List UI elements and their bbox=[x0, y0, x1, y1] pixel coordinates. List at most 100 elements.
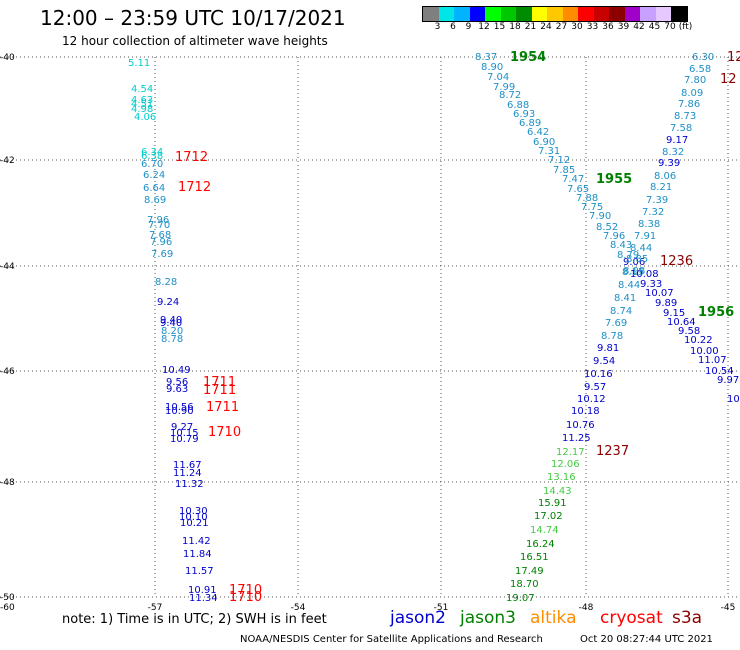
color-swatch bbox=[423, 7, 439, 21]
swh-value: 17.49 bbox=[515, 566, 544, 577]
lat-tick-label: -46 bbox=[0, 367, 15, 377]
swh-value: 10.30 bbox=[179, 506, 208, 517]
units-note: note: 1) Time is in UTC; 2) SWH is in fe… bbox=[62, 612, 327, 627]
swh-value: 6.42 bbox=[527, 127, 549, 138]
color-legend-label: 12 bbox=[478, 22, 490, 32]
swh-value: 7.32 bbox=[642, 207, 664, 218]
swh-value: 6.93 bbox=[513, 109, 535, 120]
color-legend-label: 3 bbox=[434, 22, 441, 32]
color-legend-label: 21 bbox=[524, 22, 537, 32]
wave-height-values: 5.11 4.544.634.514.984.06 6.346.386.706.24… bbox=[128, 52, 740, 604]
swh-value: 9.39 bbox=[658, 158, 680, 169]
swh-value: 7.91 bbox=[634, 231, 656, 242]
swh-value: 12.17 bbox=[556, 447, 585, 458]
swh-value: 9.27 bbox=[171, 422, 193, 433]
swh-value: 10.12 bbox=[577, 394, 606, 405]
credit-text: NOAA/NESDIS Center for Satellite Applica… bbox=[240, 634, 543, 645]
swh-value: 10. bbox=[727, 394, 740, 405]
swh-value: 10.07 bbox=[645, 288, 674, 299]
swh-value: 8.38 bbox=[638, 219, 660, 230]
swh-value: 11.34 bbox=[189, 593, 218, 604]
track-pass-label: 1712 bbox=[178, 180, 211, 195]
lat-tick-label: -42 bbox=[0, 156, 15, 166]
swh-value: 7.39 bbox=[646, 195, 668, 206]
swh-value: 4.06 bbox=[134, 112, 156, 123]
color-legend bbox=[422, 6, 688, 22]
swh-value: 6.89 bbox=[519, 118, 541, 129]
track-pass-label: 1955 bbox=[596, 172, 632, 187]
legend-s3a: s3a bbox=[672, 608, 703, 628]
swh-value: 10.56 bbox=[165, 402, 194, 413]
swh-value: 9.24 bbox=[157, 297, 179, 308]
swh-value: 10.15 bbox=[170, 428, 199, 439]
swh-value: 8.09 bbox=[681, 88, 703, 99]
swh-value: 8.32 bbox=[662, 147, 684, 158]
swh-value: 7.68 bbox=[149, 230, 171, 241]
color-legend-label: 36 bbox=[602, 22, 614, 32]
map-subtitle: 12 hour collection of altimeter wave hei… bbox=[62, 34, 328, 48]
color-swatch bbox=[531, 7, 547, 21]
color-swatch bbox=[609, 7, 625, 21]
swh-value: 10.08 bbox=[630, 269, 659, 280]
swh-value: 8.74 bbox=[610, 306, 632, 317]
lon-tick-label: -54 bbox=[291, 603, 306, 613]
swh-value: 8.69 bbox=[144, 195, 166, 206]
swh-value: 8.79 bbox=[617, 250, 639, 261]
swh-value: 7.04 bbox=[487, 72, 509, 83]
color-swatch bbox=[469, 7, 485, 21]
swh-value: 8.78 bbox=[601, 331, 623, 342]
swh-value: 7.96 bbox=[150, 237, 172, 248]
swh-value: 17.02 bbox=[534, 511, 563, 522]
color-swatch bbox=[655, 7, 671, 21]
color-legend-label: 39 bbox=[617, 22, 630, 32]
track-pass-label: 1711 bbox=[203, 383, 236, 398]
color-legend-label: 30 bbox=[571, 22, 583, 32]
swh-value: 9.97 bbox=[717, 375, 739, 386]
track-pass-label: 1236 bbox=[660, 254, 693, 269]
swh-value: 9.63 bbox=[166, 384, 188, 395]
swh-value: 7.47 bbox=[562, 174, 584, 185]
swh-value: 11.07 bbox=[698, 355, 727, 366]
lon-tick-label: -51 bbox=[434, 603, 449, 613]
swh-value: 7.99 bbox=[493, 82, 515, 93]
lat-tick-label: -48 bbox=[0, 478, 15, 488]
swh-value: 10.10 bbox=[179, 512, 208, 523]
swh-value: 10.79 bbox=[170, 434, 199, 445]
color-legend-label: 18 bbox=[509, 22, 521, 32]
axis-tick-labels: -57 -54 -51 -48 -45 -40 -42 -44 -46 -48 -50-60 bbox=[0, 53, 735, 613]
swh-value: 8.72 bbox=[499, 90, 521, 101]
swh-value: 18.70 bbox=[510, 579, 539, 590]
swh-value: 6.90 bbox=[533, 137, 555, 148]
color-legend-label: 42 bbox=[633, 22, 645, 32]
swh-value: 7.96 bbox=[147, 215, 169, 226]
swh-value: 7.75 bbox=[581, 202, 603, 213]
swh-value: 6.64 bbox=[143, 183, 165, 194]
swh-value: 7.88 bbox=[576, 193, 598, 204]
swh-value: 10.49 bbox=[162, 365, 191, 376]
swh-value: 9.81 bbox=[597, 343, 619, 354]
generated-timestamp: Oct 20 08:27:44 UTC 2021 bbox=[580, 634, 713, 645]
swh-value: 4.63 bbox=[131, 95, 153, 106]
lat-tick-label: -40 bbox=[0, 53, 15, 63]
swh-value: 12.06 bbox=[551, 459, 580, 470]
color-legend-label: 15 bbox=[493, 22, 506, 32]
swh-value: 10.90 bbox=[165, 406, 194, 417]
swh-value: 6.24 bbox=[143, 170, 165, 181]
legend-jason2: jason2 bbox=[390, 608, 446, 628]
color-swatch bbox=[547, 7, 563, 21]
color-swatch bbox=[593, 7, 609, 21]
swh-value: 6.38 bbox=[141, 151, 163, 162]
swh-value: 9.40 bbox=[160, 318, 182, 329]
swh-value: 6.58 bbox=[689, 64, 711, 75]
lon-tick-label: -48 bbox=[579, 603, 594, 613]
color-legend-label: 9 bbox=[465, 22, 472, 32]
swh-value: 7.90 bbox=[589, 211, 611, 222]
swh-value: 6.70 bbox=[141, 159, 163, 170]
swh-value: 7.69 bbox=[605, 318, 627, 329]
color-legend-label: 27 bbox=[555, 22, 568, 32]
swh-value: 10.18 bbox=[571, 406, 600, 417]
color-swatch bbox=[671, 7, 687, 21]
swh-value: 7.80 bbox=[684, 75, 706, 86]
swh-value: 11.24 bbox=[173, 468, 202, 479]
